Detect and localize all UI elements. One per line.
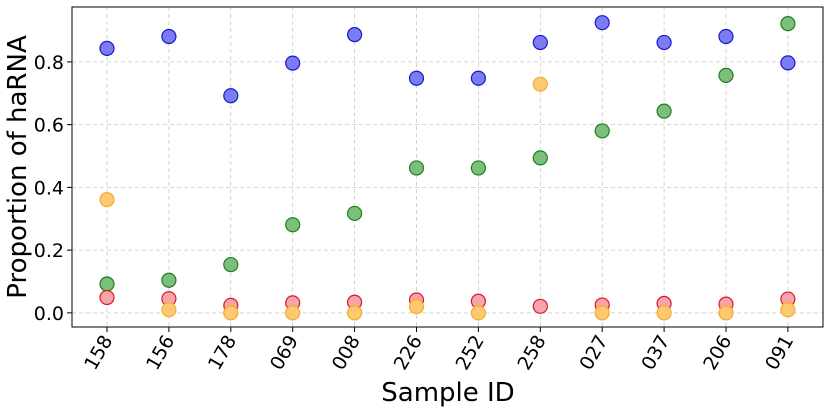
scatter-point: [780, 302, 796, 318]
scatter-point: [347, 27, 363, 43]
scatter-point: [161, 272, 177, 288]
scatter-point: [594, 305, 610, 321]
x-axis-label: Sample ID: [381, 378, 514, 408]
scatter-point: [470, 160, 486, 176]
x-tick-label: 206: [699, 332, 736, 374]
scatter-point: [347, 305, 363, 321]
y-tick-label: 0.0: [34, 303, 64, 325]
scatter-point: [718, 305, 734, 321]
scatter-point: [285, 305, 301, 321]
scatter-point: [780, 55, 796, 71]
x-tick-label: 158: [80, 332, 117, 374]
x-tick-label: 226: [390, 332, 427, 374]
x-tick-label: 252: [452, 332, 489, 374]
scatter-point: [656, 34, 672, 51]
scatter-point: [656, 103, 672, 119]
scatter-point: [99, 192, 115, 208]
scatter-point: [718, 28, 734, 45]
y-tick-label: 0.8: [34, 52, 64, 74]
x-tick-label: 027: [575, 332, 612, 374]
scatter-point: [656, 305, 672, 321]
scatter-point: [223, 88, 239, 104]
scatter-point: [780, 16, 796, 32]
scatter-point: [99, 40, 115, 57]
y-tick-label: 0.6: [34, 115, 64, 137]
scatter-point: [532, 76, 548, 92]
scatter-point: [161, 28, 177, 45]
y-axis: 0.0 0.2 0.4 0.6 0.8: [34, 52, 72, 325]
scatter-point: [470, 70, 486, 86]
scatter-point: [532, 298, 548, 314]
scatter-point: [223, 256, 239, 273]
scatter-point: [223, 305, 239, 321]
scatter-point: [718, 67, 734, 83]
scatter-point: [594, 123, 610, 139]
y-axis-label: Proportion of haRNA: [3, 35, 33, 299]
scatter-point: [408, 299, 425, 315]
grid: [72, 7, 823, 327]
x-tick-label: 156: [142, 332, 179, 374]
scatter-point: [408, 160, 425, 176]
x-tick-label: 091: [761, 332, 798, 374]
scatter-point: [99, 289, 115, 306]
plot-area: [71, 6, 824, 328]
x-axis: 158 156 178 069 008 226 252 258 027 037 206 091: [80, 327, 798, 374]
scatter-point: [285, 55, 301, 71]
x-tick-label: 258: [513, 332, 550, 374]
scatter-point: [408, 70, 425, 86]
x-tick-label: 069: [266, 332, 303, 374]
x-tick-label: 178: [204, 332, 241, 374]
x-tick-label: 008: [328, 332, 365, 374]
scatter-point: [285, 217, 301, 233]
scatter-point: [99, 276, 115, 292]
scatter-point: [532, 34, 548, 51]
scatter-point: [532, 150, 548, 166]
data-points: [99, 15, 796, 321]
scatter-point: [161, 302, 177, 318]
y-tick-label: 0.2: [34, 240, 64, 262]
scatter-point: [594, 15, 610, 31]
x-tick-label: 037: [637, 332, 674, 374]
y-tick-label: 0.4: [34, 177, 64, 199]
scatter-point: [470, 305, 486, 321]
scatter-point: [347, 205, 363, 222]
